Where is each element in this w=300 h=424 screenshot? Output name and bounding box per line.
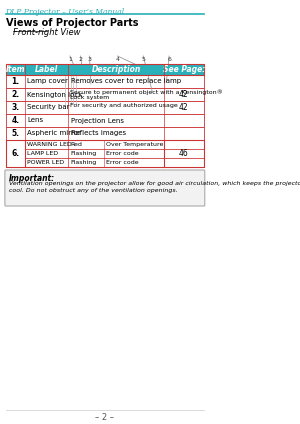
Text: Over Temperature: Over Temperature — [106, 142, 163, 147]
Bar — [6, 75, 204, 88]
Text: WARNING LED: WARNING LED — [27, 142, 71, 147]
FancyBboxPatch shape — [5, 170, 205, 206]
Bar — [6, 140, 204, 167]
Bar — [6, 114, 204, 127]
Bar — [25, 149, 204, 158]
Bar — [6, 64, 204, 75]
Text: Important:: Important: — [9, 174, 55, 183]
Text: 1.: 1. — [11, 77, 20, 86]
Text: 42: 42 — [179, 103, 189, 112]
Text: Secure to permanent object with a Kensington®: Secure to permanent object with a Kensin… — [70, 90, 223, 95]
Text: Label: Label — [35, 65, 58, 74]
Text: Error code: Error code — [106, 151, 138, 156]
Text: 3: 3 — [88, 57, 92, 62]
Text: POWER LED: POWER LED — [27, 160, 64, 165]
Text: cool. Do not obstruct any of the ventilation openings.: cool. Do not obstruct any of the ventila… — [9, 188, 178, 193]
Bar — [6, 88, 204, 101]
Text: 5.: 5. — [11, 129, 20, 138]
Text: See Page:: See Page: — [163, 65, 205, 74]
Text: Description: Description — [92, 65, 141, 74]
Text: Lock system: Lock system — [70, 95, 109, 100]
Text: 4.: 4. — [11, 116, 20, 125]
Text: Kensington lock: Kensington lock — [27, 92, 83, 98]
Text: Lens: Lens — [27, 117, 44, 123]
Text: 42: 42 — [179, 90, 189, 99]
Text: Removes cover to replace lamp: Removes cover to replace lamp — [70, 78, 181, 84]
Text: DLP Projector – User’s Manual: DLP Projector – User’s Manual — [6, 8, 125, 16]
Text: LAMP LED: LAMP LED — [27, 151, 58, 156]
Text: 3.: 3. — [11, 103, 20, 112]
Text: 5: 5 — [141, 57, 145, 62]
Text: Front-right View: Front-right View — [13, 28, 80, 37]
Text: For security and authorized usage: For security and authorized usage — [70, 103, 178, 108]
Bar — [6, 127, 204, 140]
Text: Red: Red — [70, 142, 82, 147]
Text: Views of Projector Parts: Views of Projector Parts — [6, 18, 138, 28]
Text: 4: 4 — [116, 57, 119, 62]
Text: 2: 2 — [78, 57, 82, 62]
Text: Security bar: Security bar — [27, 104, 70, 111]
Text: 2.: 2. — [11, 90, 20, 99]
Text: Flashing: Flashing — [70, 151, 96, 156]
Text: 6: 6 — [167, 57, 171, 62]
Text: 6.: 6. — [11, 149, 20, 158]
Text: Reflects images: Reflects images — [70, 131, 126, 137]
Text: Projection Lens: Projection Lens — [70, 117, 124, 123]
Text: Flashing: Flashing — [70, 160, 96, 165]
Text: Lamp cover: Lamp cover — [27, 78, 68, 84]
Text: Ventilation openings on the projector allow for good air circulation, which keep: Ventilation openings on the projector al… — [9, 181, 300, 186]
Bar — [25, 140, 204, 149]
Text: Item: Item — [6, 65, 25, 74]
Text: 46: 46 — [179, 149, 189, 158]
Text: 1: 1 — [68, 57, 72, 62]
Text: Aspheric mirror: Aspheric mirror — [27, 131, 81, 137]
Text: Error code: Error code — [106, 160, 138, 165]
Bar — [6, 140, 25, 167]
Bar — [25, 158, 204, 167]
Text: – 2 –: – 2 – — [95, 413, 114, 421]
Bar — [6, 101, 204, 114]
